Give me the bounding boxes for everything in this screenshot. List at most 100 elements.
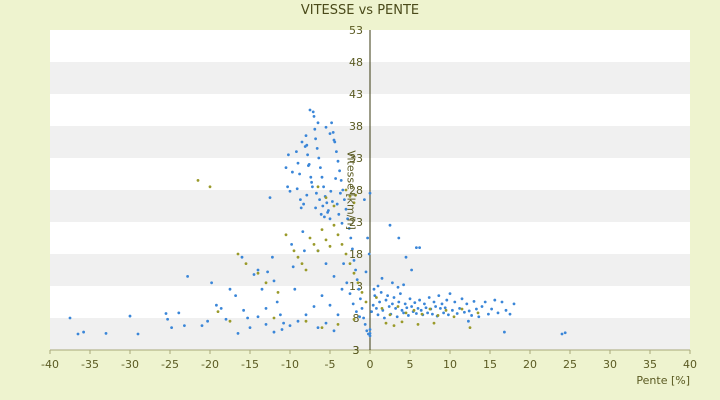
data-point xyxy=(416,307,420,310)
data-point xyxy=(416,323,420,326)
data-point xyxy=(439,307,442,310)
data-point xyxy=(388,313,392,317)
data-point xyxy=(295,150,298,154)
data-point xyxy=(272,330,276,334)
data-point xyxy=(363,198,366,202)
data-point xyxy=(296,319,300,323)
data-point xyxy=(236,331,240,335)
data-point xyxy=(332,275,336,278)
data-point xyxy=(306,153,309,157)
data-point xyxy=(228,319,232,323)
data-point xyxy=(391,302,394,306)
data-point xyxy=(336,233,340,237)
data-point xyxy=(362,316,365,320)
data-point xyxy=(264,281,268,285)
data-point xyxy=(440,302,444,306)
data-point xyxy=(360,307,364,310)
data-point xyxy=(392,324,396,328)
data-point xyxy=(295,187,299,191)
data-point xyxy=(312,243,316,246)
data-point xyxy=(82,330,85,334)
data-point xyxy=(418,246,421,250)
data-point xyxy=(397,236,401,240)
data-point xyxy=(397,300,401,304)
data-point xyxy=(357,287,361,291)
data-point xyxy=(302,202,305,206)
data-point xyxy=(380,276,384,280)
data-point xyxy=(282,321,285,325)
data-point xyxy=(170,326,174,329)
data-point xyxy=(472,299,476,303)
data-point xyxy=(399,292,402,296)
data-point xyxy=(128,314,132,318)
data-point xyxy=(373,294,377,297)
data-point xyxy=(299,206,303,210)
y-tick-label: 8 xyxy=(353,312,360,325)
data-point xyxy=(240,255,244,259)
data-point xyxy=(378,300,381,304)
x-tick-label: 20 xyxy=(523,358,537,371)
data-point xyxy=(246,316,250,320)
data-point xyxy=(272,279,276,283)
data-point xyxy=(403,302,407,306)
data-point xyxy=(316,249,320,253)
data-point xyxy=(419,308,423,312)
data-point xyxy=(284,233,288,237)
data-point xyxy=(304,268,308,272)
data-point xyxy=(340,287,344,291)
data-point xyxy=(316,121,320,125)
data-point xyxy=(431,312,434,316)
data-point xyxy=(308,236,312,240)
data-point xyxy=(334,177,337,180)
x-tick-label: -15 xyxy=(241,358,259,371)
x-tick-label: 35 xyxy=(643,358,657,371)
x-tick-label: -5 xyxy=(325,358,336,371)
data-point xyxy=(312,305,316,308)
data-point xyxy=(321,204,325,208)
data-point xyxy=(370,310,373,313)
data-point xyxy=(415,312,418,315)
data-point xyxy=(563,331,567,335)
data-point xyxy=(442,311,445,315)
data-point xyxy=(291,265,295,269)
data-point xyxy=(336,313,340,317)
data-point xyxy=(346,217,349,221)
data-point xyxy=(324,262,328,265)
data-point xyxy=(460,307,464,311)
data-point xyxy=(304,313,308,317)
data-point xyxy=(228,287,232,291)
data-point xyxy=(264,323,268,326)
data-point xyxy=(310,180,313,184)
data-point xyxy=(400,308,404,312)
data-point xyxy=(331,131,335,134)
data-point xyxy=(448,292,452,296)
data-point xyxy=(376,284,380,288)
data-point xyxy=(312,115,316,118)
data-point xyxy=(200,324,204,328)
data-point xyxy=(320,228,324,232)
data-point xyxy=(391,281,394,285)
data-point xyxy=(76,332,80,336)
data-point xyxy=(319,212,323,216)
data-point xyxy=(410,268,413,272)
data-point xyxy=(216,310,220,313)
data-point xyxy=(427,296,431,299)
data-point xyxy=(293,287,297,291)
data-point xyxy=(323,215,326,219)
data-point xyxy=(336,323,340,326)
data-point xyxy=(320,294,324,297)
data-point xyxy=(404,255,408,259)
data-point xyxy=(412,308,416,312)
data-point xyxy=(309,175,313,179)
data-point xyxy=(348,195,352,198)
data-point xyxy=(177,311,181,315)
data-point xyxy=(360,291,364,294)
data-point xyxy=(256,315,260,319)
data-point xyxy=(300,140,304,144)
data-point xyxy=(342,262,345,265)
x-axis-label: Pente [%] xyxy=(636,374,690,387)
data-point xyxy=(366,236,369,240)
data-point xyxy=(324,238,328,242)
data-point xyxy=(331,200,334,203)
data-point xyxy=(352,317,356,321)
